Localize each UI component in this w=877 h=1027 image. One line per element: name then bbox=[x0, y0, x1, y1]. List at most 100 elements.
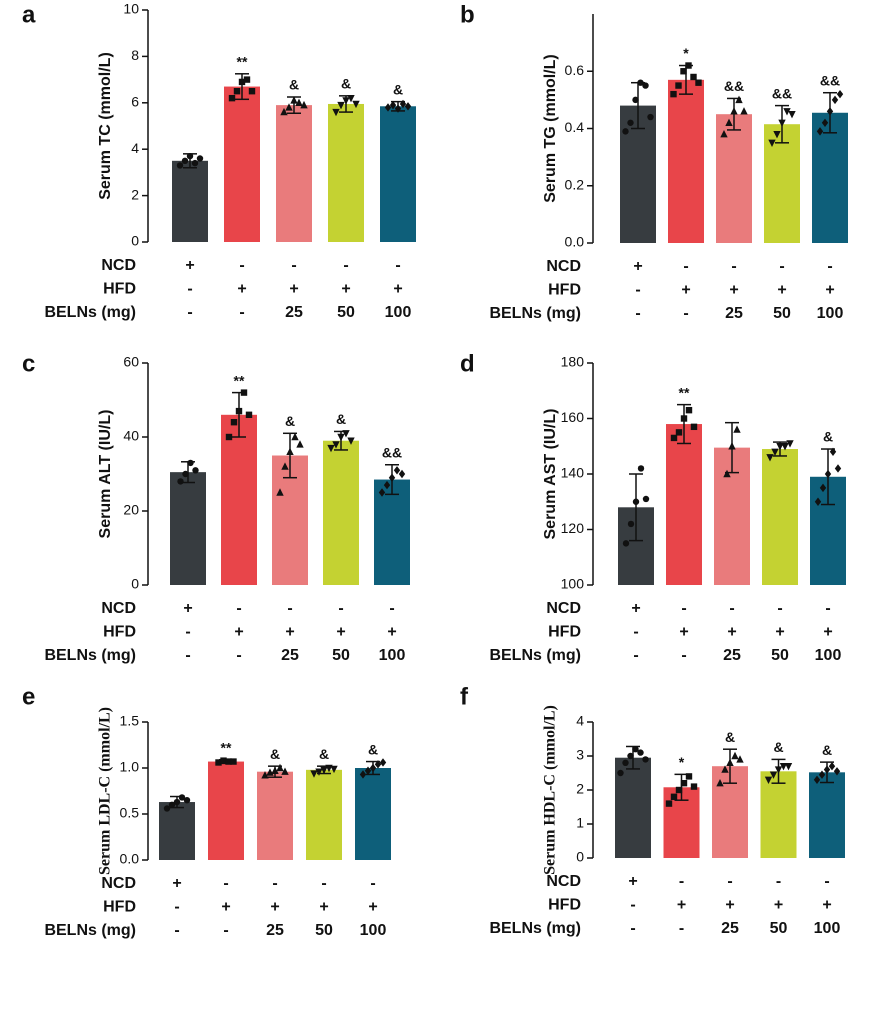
data-point bbox=[632, 746, 639, 753]
data-point bbox=[352, 100, 360, 109]
group-cell: 50 bbox=[770, 920, 788, 937]
data-point bbox=[836, 89, 844, 99]
data-point bbox=[720, 130, 728, 138]
y-tick-label: 0 bbox=[131, 576, 139, 592]
data-point bbox=[823, 765, 831, 774]
y-tick-label: 4 bbox=[576, 713, 584, 729]
significance-label: && bbox=[772, 85, 792, 101]
group-cell: + bbox=[368, 899, 377, 916]
data-point bbox=[736, 755, 744, 763]
group-cell: + bbox=[825, 282, 834, 299]
bar bbox=[668, 79, 704, 244]
group-cell: - bbox=[187, 281, 192, 298]
data-point bbox=[788, 110, 796, 119]
y-tick-label: 0.6 bbox=[565, 62, 585, 78]
group-cell: - bbox=[681, 647, 686, 664]
data-point bbox=[670, 90, 677, 98]
data-point bbox=[290, 96, 298, 104]
bar bbox=[172, 160, 208, 242]
group-cell: - bbox=[681, 600, 686, 617]
y-tick-label: 10 bbox=[123, 1, 139, 17]
significance-label: & bbox=[822, 742, 832, 758]
data-point bbox=[178, 794, 186, 801]
group-cell: + bbox=[221, 899, 230, 916]
significance-label: ** bbox=[237, 54, 248, 70]
significance-label: ** bbox=[234, 372, 245, 388]
data-point bbox=[173, 798, 181, 806]
group-cell: + bbox=[777, 282, 786, 299]
group-cell: + bbox=[289, 281, 298, 298]
bar bbox=[159, 802, 195, 860]
data-point bbox=[291, 432, 299, 441]
group-cell: - bbox=[777, 600, 782, 617]
data-point bbox=[690, 423, 698, 431]
data-point bbox=[675, 786, 683, 794]
data-point bbox=[332, 108, 340, 117]
group-cell: - bbox=[236, 600, 241, 617]
data-point bbox=[781, 443, 789, 451]
group-cell: - bbox=[174, 922, 179, 939]
group-cell: - bbox=[776, 873, 781, 890]
data-point bbox=[320, 766, 328, 775]
data-point bbox=[617, 769, 624, 777]
bar bbox=[764, 124, 800, 243]
group-cell: - bbox=[683, 258, 688, 275]
significance-label: & bbox=[341, 76, 351, 92]
data-point bbox=[723, 469, 731, 478]
data-point bbox=[359, 770, 367, 779]
data-point bbox=[774, 766, 783, 774]
data-point bbox=[181, 157, 189, 164]
error-bar bbox=[629, 473, 643, 542]
data-point bbox=[816, 127, 824, 136]
significance-label: & bbox=[336, 411, 346, 427]
y-tick-label: 8 bbox=[131, 47, 139, 63]
panel-letter: f bbox=[460, 683, 469, 710]
group-cell: + bbox=[727, 624, 736, 641]
y-tick-label: 0.0 bbox=[120, 851, 140, 867]
bar bbox=[276, 105, 312, 243]
group-cell: - bbox=[825, 600, 830, 617]
data-point bbox=[191, 159, 199, 167]
data-point bbox=[235, 407, 243, 415]
significance-label: & bbox=[285, 413, 295, 429]
data-point bbox=[716, 779, 724, 787]
data-point bbox=[627, 520, 635, 528]
data-point bbox=[196, 155, 204, 162]
data-point bbox=[245, 411, 253, 418]
group-row-label: BELNs (mg) bbox=[44, 304, 136, 321]
significance-label: ** bbox=[221, 739, 232, 755]
group-cell: + bbox=[775, 624, 784, 641]
y-axis-label: Serum HDL-C (mmol/L) bbox=[542, 705, 559, 875]
data-point bbox=[680, 68, 687, 75]
group-cell: - bbox=[321, 875, 326, 892]
data-point bbox=[642, 495, 650, 503]
data-point bbox=[769, 771, 778, 779]
data-point bbox=[665, 800, 673, 807]
bar bbox=[257, 771, 293, 860]
data-point bbox=[281, 767, 289, 775]
y-tick-label: 0 bbox=[576, 849, 584, 865]
group-cell: + bbox=[234, 624, 243, 641]
group-cell: - bbox=[683, 305, 688, 322]
group-cell: + bbox=[679, 624, 688, 641]
group-cell: 25 bbox=[285, 304, 303, 321]
data-point bbox=[374, 760, 382, 769]
significance-label: ** bbox=[679, 384, 690, 400]
group-row-label: NCD bbox=[546, 258, 581, 275]
y-tick-label: 60 bbox=[123, 354, 139, 370]
group-cell: + bbox=[183, 600, 192, 617]
data-point bbox=[824, 469, 832, 479]
data-point bbox=[342, 430, 350, 438]
group-row-label: BELNs (mg) bbox=[44, 922, 136, 939]
group-cell: 100 bbox=[385, 304, 412, 321]
y-tick-label: 2 bbox=[131, 186, 139, 202]
data-point bbox=[276, 763, 284, 772]
group-cell: + bbox=[319, 899, 328, 916]
data-point bbox=[295, 98, 303, 106]
data-point bbox=[398, 469, 406, 479]
y-axis-label: Serum ALT (IU/L) bbox=[97, 410, 114, 539]
data-point bbox=[177, 478, 184, 485]
group-cell: 100 bbox=[814, 920, 841, 937]
data-point bbox=[399, 99, 407, 109]
data-point bbox=[831, 95, 839, 105]
